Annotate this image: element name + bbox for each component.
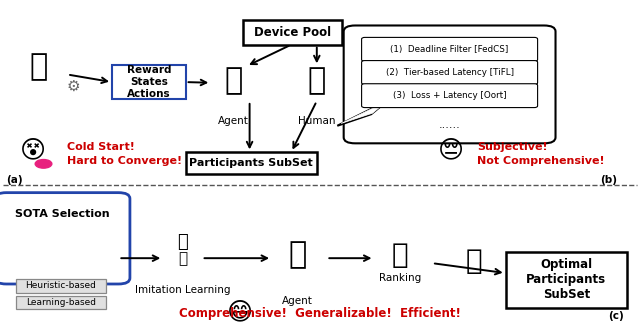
Bar (16, 279, 106, 293)
Text: 👷: 👷 (29, 52, 47, 81)
Text: Imitation Learning: Imitation Learning (134, 285, 230, 295)
FancyBboxPatch shape (362, 61, 538, 84)
Bar (16, 296, 106, 309)
Text: (a): (a) (6, 175, 23, 185)
Text: Not Comprehensive!: Not Comprehensive! (477, 156, 604, 166)
Text: (b): (b) (600, 175, 618, 185)
Text: (1)  Deadline Filter [FedCS]: (1) Deadline Filter [FedCS] (390, 45, 509, 54)
Text: 🤖: 🤖 (289, 240, 307, 269)
Circle shape (35, 160, 52, 168)
Polygon shape (341, 102, 386, 123)
Text: Hard to Converge!: Hard to Converge! (67, 156, 182, 166)
Text: SOTA Selection: SOTA Selection (15, 209, 109, 218)
FancyBboxPatch shape (362, 84, 538, 108)
Text: 😄: 😄 (227, 301, 253, 325)
Text: Cold Start!: Cold Start! (67, 142, 135, 152)
Text: 🔄: 🔄 (392, 241, 408, 269)
FancyBboxPatch shape (0, 193, 130, 284)
Text: Agent: Agent (218, 116, 249, 126)
Text: Reward
States
Actions: Reward States Actions (127, 65, 171, 99)
Text: Ranking: Ranking (379, 273, 421, 283)
Text: Learning-based: Learning-based (26, 298, 96, 307)
Text: Device Pool: Device Pool (254, 26, 332, 39)
Text: 😵: 😵 (20, 139, 46, 163)
Text: (3)  Loss + Latency [Oort]: (3) Loss + Latency [Oort] (393, 91, 506, 100)
FancyBboxPatch shape (362, 37, 538, 61)
Text: (c): (c) (608, 311, 624, 321)
Text: 🤖: 🤖 (225, 67, 243, 96)
Text: Comprehensive!  Generalizable!  Efficient!: Comprehensive! Generalizable! Efficient! (179, 307, 461, 320)
Text: 👷: 👷 (308, 67, 326, 96)
Text: Optimal
Participants
SubSet: Optimal Participants SubSet (526, 258, 607, 301)
Bar (186, 152, 317, 174)
Text: Human: Human (298, 116, 335, 126)
Text: Participants SubSet: Participants SubSet (189, 158, 313, 168)
FancyBboxPatch shape (344, 25, 556, 143)
Text: 👆: 👆 (178, 251, 187, 266)
Text: (2)  Tier-based Latency [TiFL]: (2) Tier-based Latency [TiFL] (385, 68, 514, 77)
Text: 💡: 💡 (177, 233, 188, 251)
Text: ......: ...... (439, 120, 460, 130)
Bar (243, 20, 342, 45)
Text: Subjective!: Subjective! (477, 142, 547, 152)
Text: 😔: 😔 (438, 139, 464, 163)
Text: Agent: Agent (282, 296, 313, 306)
Text: 🏅: 🏅 (465, 248, 482, 275)
Bar (112, 65, 186, 99)
Polygon shape (337, 101, 387, 126)
Text: ⚙️: ⚙️ (67, 78, 81, 94)
Bar (506, 252, 627, 308)
Text: Heuristic-based: Heuristic-based (26, 281, 96, 291)
